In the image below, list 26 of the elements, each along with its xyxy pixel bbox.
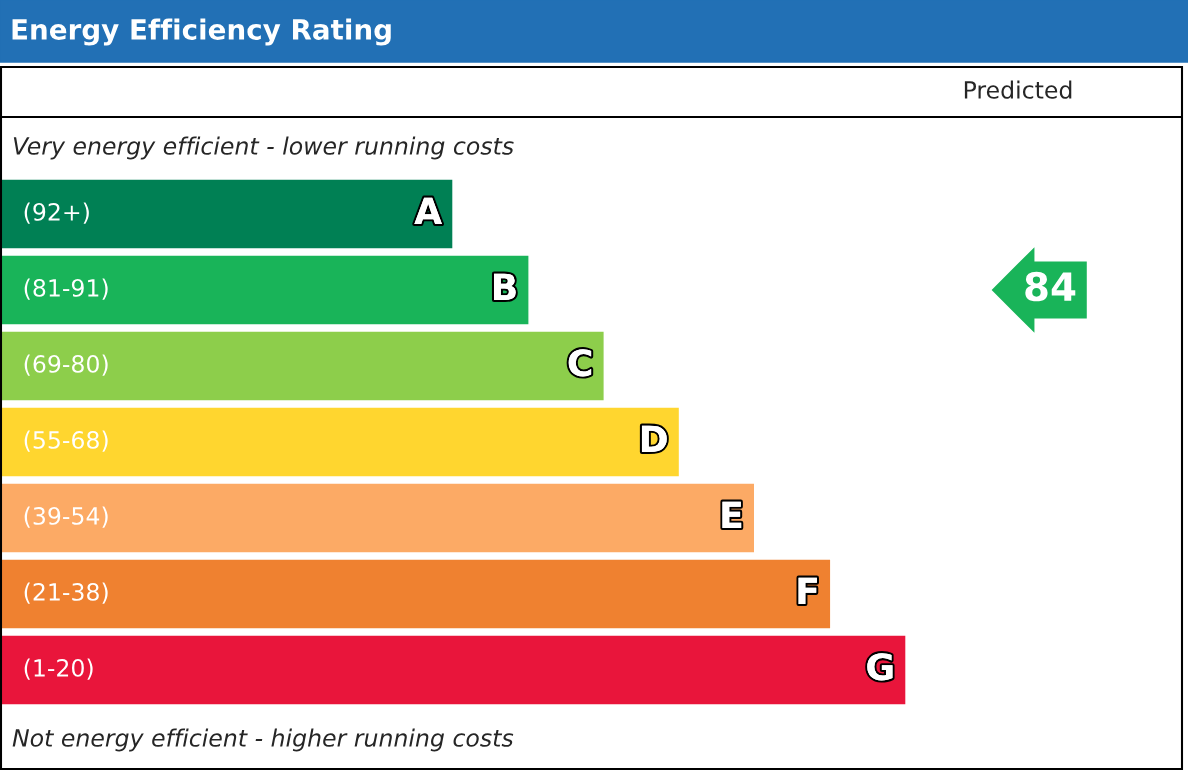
annotation: G [867, 653, 893, 681]
annotation: D [641, 425, 667, 452]
y-tick-label: (92+) [24, 202, 89, 224]
chart-title: Energy Efficiency Rating [12, 18, 391, 46]
bar [0, 178, 454, 250]
text: Not energy efficient - higher running costs [12, 728, 514, 752]
bar [0, 254, 530, 326]
annotation: A [414, 197, 442, 224]
y-tick-label: (81-91) [24, 278, 108, 300]
y-tick-label: (21-38) [24, 582, 108, 604]
annotation: E [722, 501, 742, 528]
text: Predicted [964, 80, 1072, 99]
annotation: B [494, 273, 516, 300]
bar [0, 634, 906, 706]
bar [0, 330, 605, 402]
text: Very energy efficient - lower running costs [13, 136, 514, 160]
text: 84 [1025, 271, 1076, 302]
y-tick-label: (55-68) [24, 430, 108, 452]
bar [0, 482, 756, 554]
annotation: C [568, 349, 592, 377]
y-tick-label: (39-54) [24, 506, 108, 528]
y-tick-label: (69-80) [24, 354, 108, 376]
y-tick-label: (1-20) [24, 658, 93, 680]
annotation: F [798, 577, 817, 604]
bar [0, 558, 832, 630]
bar [0, 406, 681, 478]
